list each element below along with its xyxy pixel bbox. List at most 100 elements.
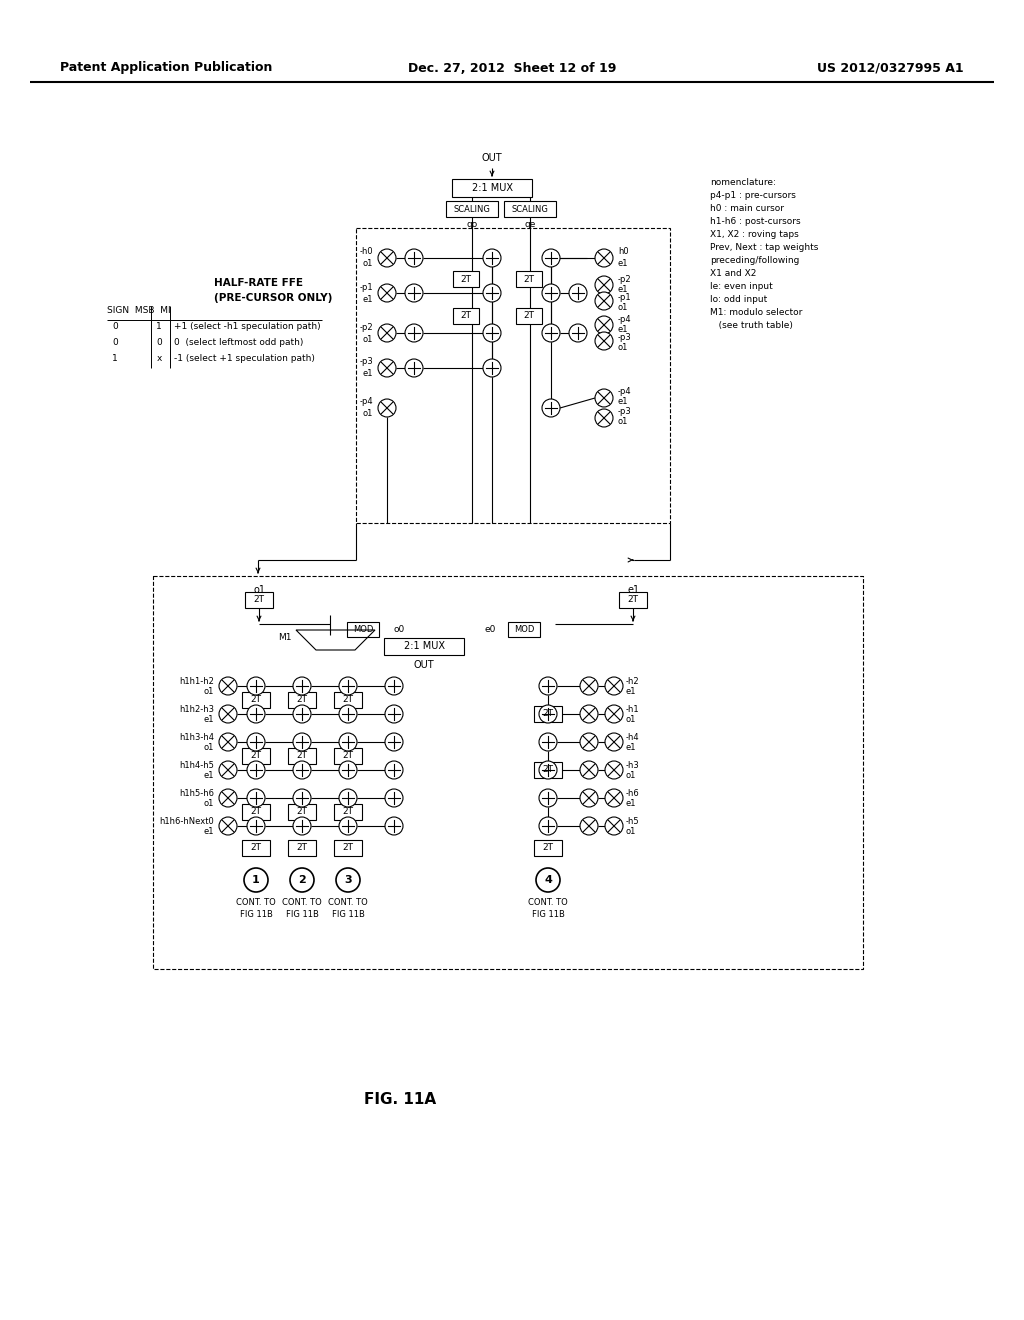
Text: e1: e1 [204,771,214,780]
Bar [446,201,498,216]
Text: -p2: -p2 [359,322,373,331]
Text: Ie: even input: Ie: even input [710,282,773,290]
Text: 0  (select leftmost odd path): 0 (select leftmost odd path) [174,338,303,347]
Circle shape [293,705,311,723]
Circle shape [385,705,403,723]
Bar [242,692,270,708]
Circle shape [406,359,423,378]
Circle shape [595,249,613,267]
Text: 2:1 MUX: 2:1 MUX [403,642,444,651]
Text: +1 (select -h1 speculation path): +1 (select -h1 speculation path) [174,322,321,331]
Text: 2T: 2T [251,843,261,853]
Text: h1h2-h3: h1h2-h3 [179,705,214,714]
Text: FIG 11B: FIG 11B [531,909,564,919]
Text: 2T: 2T [251,751,261,760]
Text: x: x [157,354,162,363]
Text: 0: 0 [112,338,118,347]
Text: SCALING: SCALING [512,205,549,214]
Text: SCALING: SCALING [454,205,490,214]
Circle shape [385,817,403,836]
Text: e1: e1 [628,585,640,595]
Text: -1 (select +1 speculation path): -1 (select +1 speculation path) [174,354,314,363]
Text: 2T: 2T [461,275,471,284]
Text: -h2: -h2 [626,676,640,685]
Circle shape [247,817,265,836]
Bar [242,840,270,855]
Circle shape [580,705,598,723]
Circle shape [483,249,501,267]
Circle shape [605,817,623,836]
Text: MOD: MOD [353,624,373,634]
Circle shape [378,323,396,342]
Text: h1h6-hNext0: h1h6-hNext0 [160,817,214,825]
Text: h1h5-h6: h1h5-h6 [179,788,214,797]
Circle shape [580,789,598,807]
Bar [356,228,670,523]
Text: -p3: -p3 [618,408,632,417]
Text: e1: e1 [626,686,637,696]
Bar [153,576,863,969]
Text: 1: 1 [112,354,118,363]
Text: nomenclature:: nomenclature: [710,178,776,187]
Text: 2T: 2T [543,843,554,853]
Text: 2T: 2T [342,696,353,705]
Text: 2T: 2T [543,766,554,775]
Text: o1: o1 [618,302,629,312]
Circle shape [605,677,623,696]
Text: 2T: 2T [628,595,639,605]
Circle shape [247,789,265,807]
Circle shape [580,733,598,751]
Bar [453,271,479,286]
Circle shape [595,315,613,334]
Text: FIG 11B: FIG 11B [286,909,318,919]
Text: 2T: 2T [342,808,353,817]
Text: -h4: -h4 [626,733,640,742]
Circle shape [339,677,357,696]
Text: 2T: 2T [297,808,307,817]
Text: e1: e1 [618,260,629,268]
Bar [288,692,316,708]
Circle shape [595,389,613,407]
Text: -p1: -p1 [618,293,632,301]
Circle shape [378,284,396,302]
Circle shape [539,733,557,751]
Text: h1h3-h4: h1h3-h4 [179,733,214,742]
Text: h1h4-h5: h1h4-h5 [179,760,214,770]
Text: CONT. TO: CONT. TO [528,898,568,907]
Circle shape [219,789,237,807]
Text: (PRE-CURSOR ONLY): (PRE-CURSOR ONLY) [214,293,333,304]
Text: h1-h6 : post-cursors: h1-h6 : post-cursors [710,216,801,226]
Bar [534,762,562,777]
Text: -h0: -h0 [359,248,373,256]
Text: h0: h0 [618,248,629,256]
Circle shape [580,677,598,696]
Text: e1: e1 [626,742,637,751]
Text: 2T: 2T [342,751,353,760]
Circle shape [605,733,623,751]
Text: qe: qe [524,220,536,228]
Circle shape [569,323,587,342]
Text: Prev, Next : tap weights: Prev, Next : tap weights [710,243,818,252]
Circle shape [378,399,396,417]
Text: -p1: -p1 [359,282,373,292]
Circle shape [483,284,501,302]
Text: 2: 2 [298,875,306,884]
Text: e1: e1 [618,285,629,293]
Bar [334,692,362,708]
Circle shape [605,789,623,807]
Circle shape [483,323,501,342]
Text: X1, X2 : roving taps: X1, X2 : roving taps [710,230,799,239]
Text: -p4: -p4 [618,388,632,396]
Text: HALF-RATE FFE: HALF-RATE FFE [214,279,303,288]
Text: 2T: 2T [251,696,261,705]
Text: -p4: -p4 [359,397,373,407]
Text: M1: M1 [279,634,292,643]
Text: -h5: -h5 [626,817,640,825]
Circle shape [539,762,557,779]
Text: h0 : main cursor: h0 : main cursor [710,205,784,213]
Circle shape [293,733,311,751]
Text: 2T: 2T [543,710,554,718]
Bar [504,201,556,216]
Text: CONT. TO: CONT. TO [237,898,275,907]
Text: OUT: OUT [481,153,503,162]
